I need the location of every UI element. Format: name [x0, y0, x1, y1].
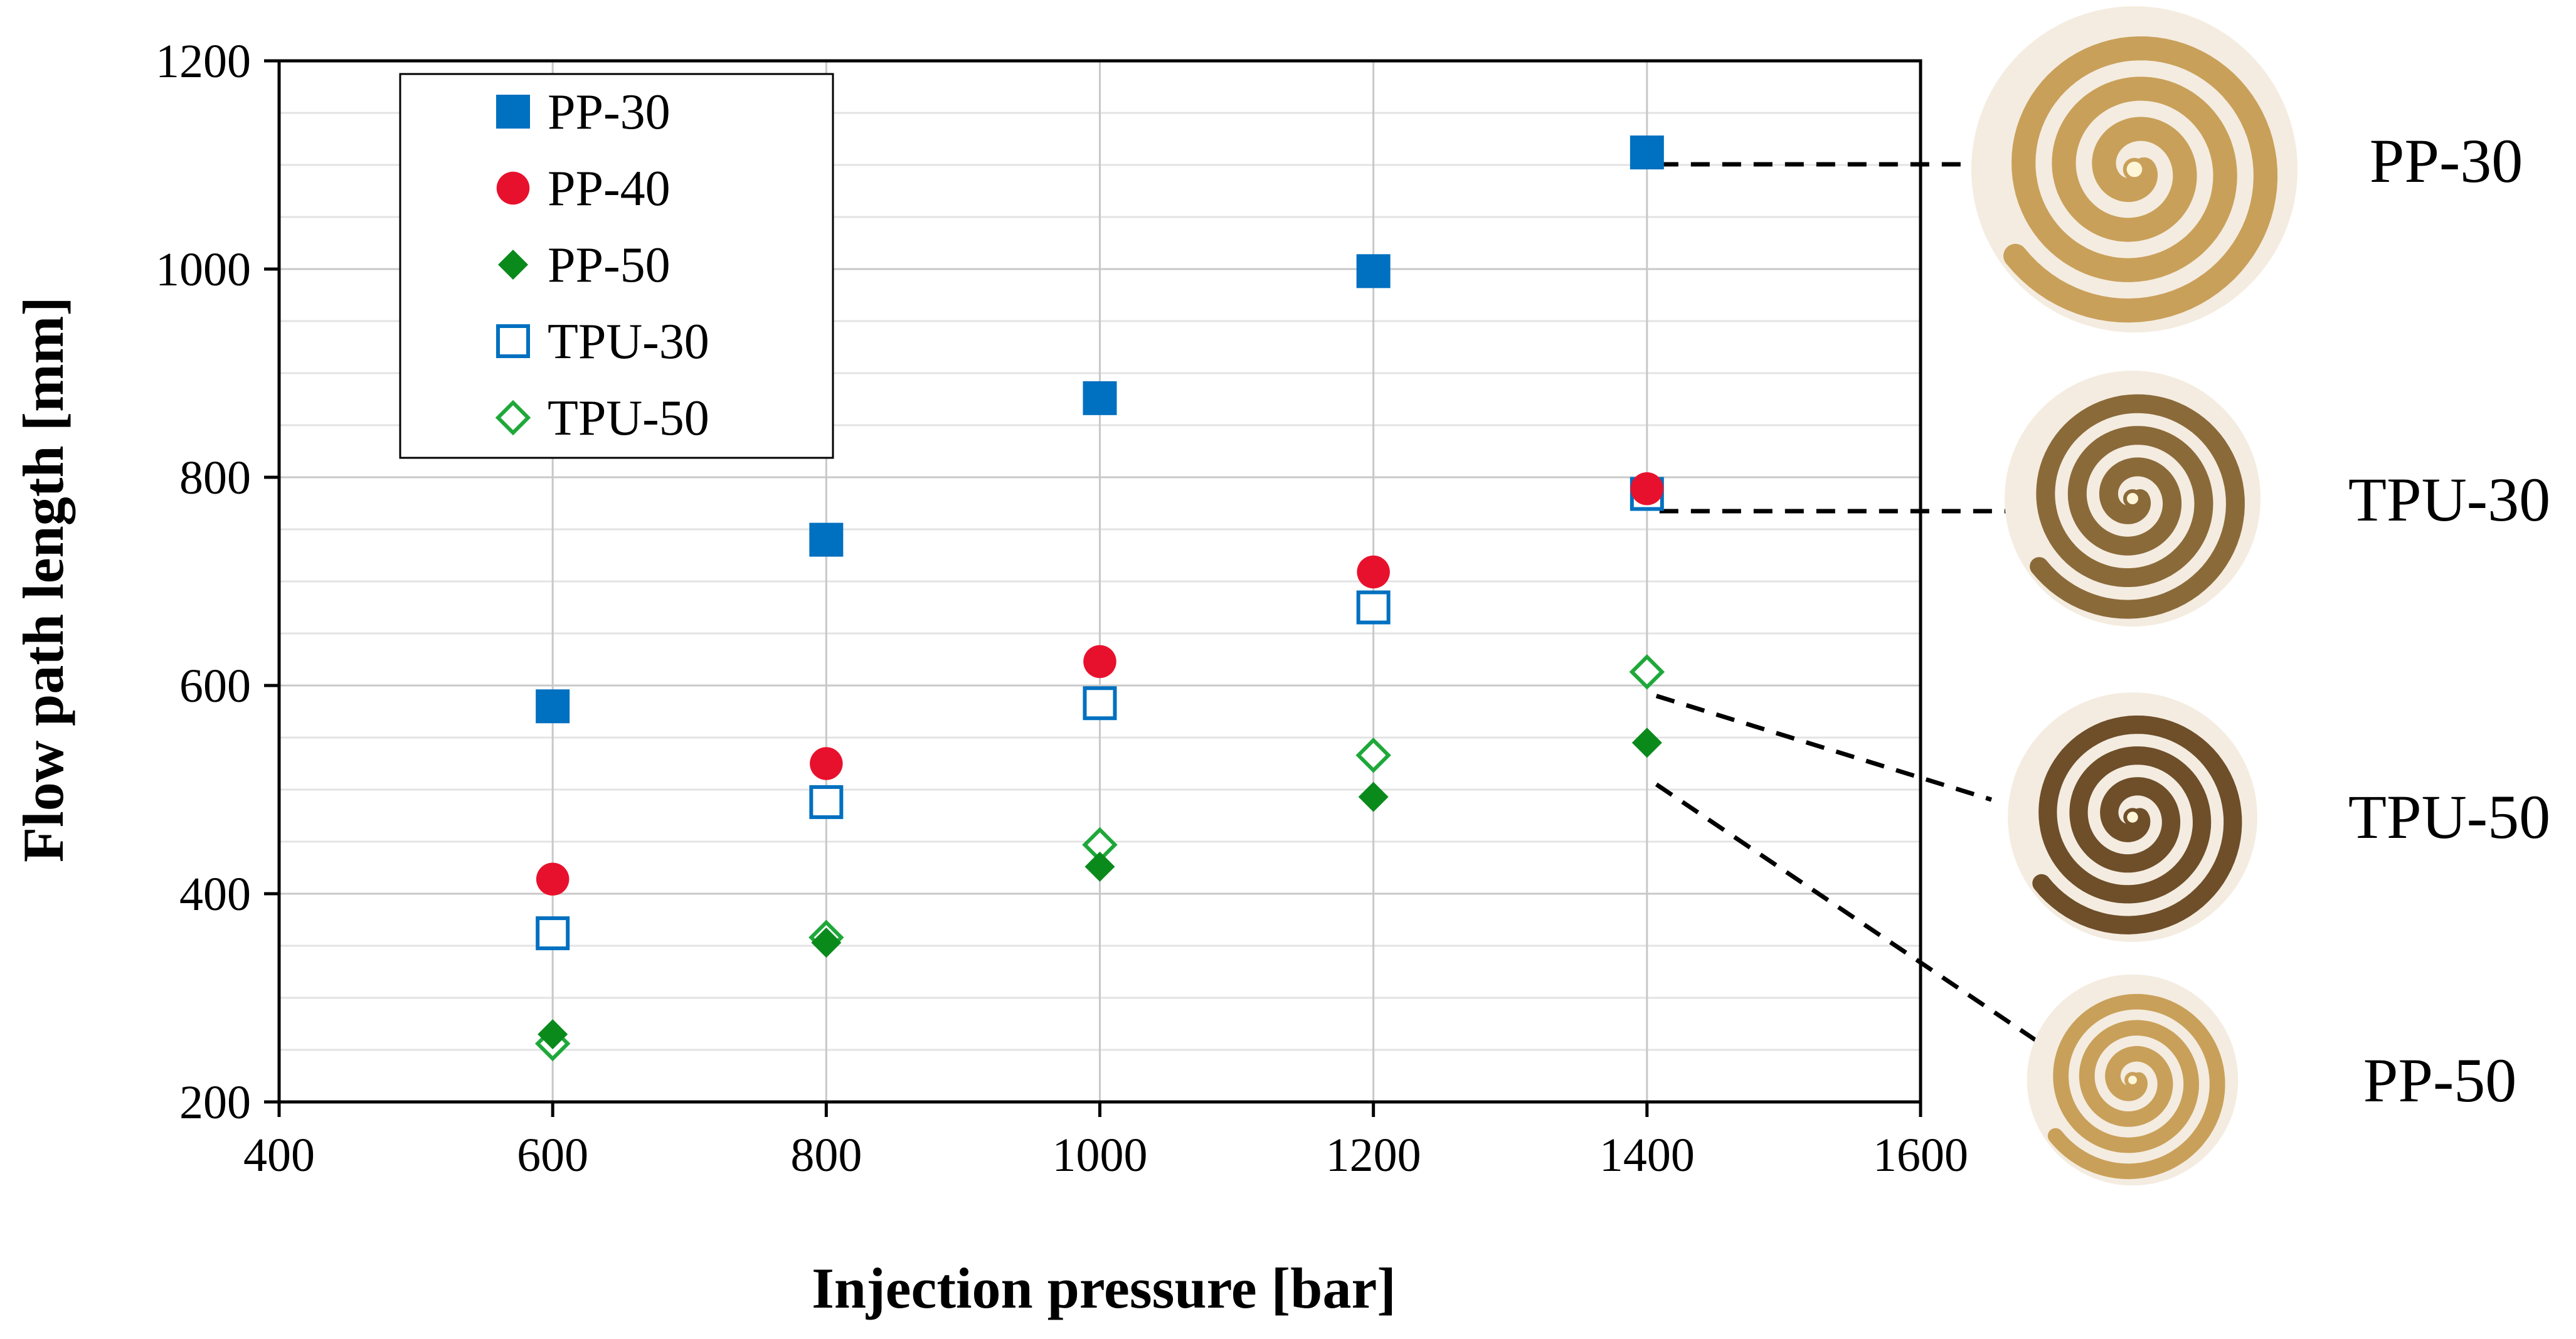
- legend-marker-tpu-30: [496, 324, 530, 358]
- leader-line: [1655, 782, 2052, 1052]
- x-axis-title: Injection pressure [bar]: [812, 1256, 1396, 1320]
- spiral-center: [2123, 808, 2142, 827]
- point-pp-40: [1357, 555, 1390, 589]
- point-tpu-50: [1629, 654, 1665, 690]
- annotation-label-pp-30: PP-30: [2370, 126, 2523, 196]
- spiral-icon: [2032, 715, 2242, 934]
- x-tick-label: 1400: [1599, 1129, 1695, 1182]
- y-tick-label: 800: [179, 452, 251, 504]
- axes-layer: 400 600 800 1000 1200 1400 1600200400600800100…: [156, 35, 1968, 1182]
- legend-box: [399, 73, 834, 459]
- y-tick-label: 600: [179, 660, 251, 712]
- annotation-label-tpu-50: TPU-50: [2348, 782, 2550, 852]
- point-pp-30: [1356, 254, 1391, 288]
- point-pp-50: [1358, 781, 1389, 812]
- point-tpu-50: [1355, 737, 1391, 773]
- x-tick-label: 1000: [1052, 1129, 1148, 1182]
- legend-marker-pp-30: [496, 95, 530, 129]
- point-tpu-30: [809, 785, 844, 819]
- legend-label-pp-30: PP-30: [548, 85, 671, 140]
- point-pp-40: [1630, 472, 1664, 505]
- legend-label-pp-40: PP-40: [548, 161, 671, 216]
- legend: PP-30 PP-40 PP-50 TPU-30 TPU-50: [399, 73, 834, 459]
- x-tick-label: 1200: [1326, 1129, 1421, 1182]
- y-axis-title: Flow path length [mm]: [11, 297, 75, 862]
- point-tpu-30: [1083, 686, 1117, 721]
- annotation-label-tpu-30: TPU-30: [2348, 465, 2550, 534]
- leader-line: [1655, 694, 1993, 802]
- spiral-center: [2123, 489, 2142, 508]
- annotation-layer: PP-30 TPU-30 TPU-50 PP-50: [1655, 6, 2550, 1186]
- point-tpu-30: [1356, 590, 1391, 625]
- point-pp-50: [538, 1019, 568, 1050]
- point-pp-30: [1083, 381, 1117, 415]
- point-tpu-30: [536, 916, 570, 951]
- spiral-icon: [2030, 394, 2245, 619]
- point-pp-30: [809, 522, 844, 557]
- y-tick-label: 400: [179, 868, 251, 921]
- point-pp-40: [1083, 645, 1116, 679]
- legend-marker-pp-40: [496, 171, 530, 205]
- annotation-label-pp-50: PP-50: [2363, 1045, 2517, 1115]
- y-tick-label: 200: [179, 1076, 251, 1129]
- point-pp-40: [810, 747, 843, 780]
- spiral-center: [2124, 1072, 2141, 1088]
- point-pp-40: [536, 862, 570, 896]
- point-pp-30: [1630, 135, 1664, 170]
- x-tick-label: 800: [790, 1129, 862, 1182]
- point-pp-50: [811, 928, 842, 958]
- point-pp-50: [1084, 851, 1115, 882]
- legend-label-tpu-50: TPU-50: [548, 391, 709, 446]
- x-tick-label: 1600: [1873, 1129, 1968, 1182]
- spiral-icon: [2047, 993, 2225, 1180]
- x-tick-label: 400: [243, 1129, 315, 1182]
- y-tick-label: 1200: [156, 35, 251, 88]
- legend-marker-tpu-50: [495, 400, 531, 436]
- x-tick-label: 600: [517, 1129, 588, 1182]
- legend-label-tpu-30: TPU-30: [548, 314, 709, 369]
- marks-layer: [534, 135, 1665, 1062]
- point-pp-50: [1631, 728, 1662, 758]
- spiral-icon: [2003, 36, 2278, 323]
- point-pp-30: [536, 689, 570, 724]
- spiral-center: [2123, 157, 2146, 181]
- legend-marker-pp-50: [498, 250, 528, 280]
- legend-label-pp-50: PP-50: [548, 238, 671, 293]
- y-tick-label: 1000: [156, 243, 251, 296]
